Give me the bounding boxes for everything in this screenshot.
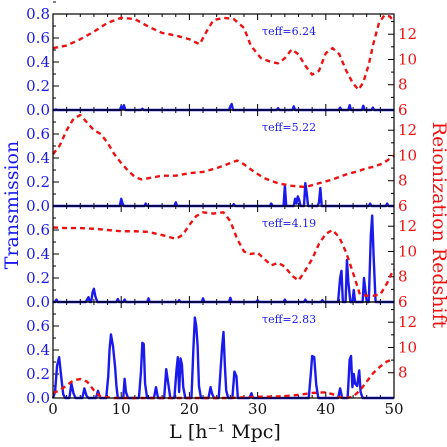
left-tick-label: 0.4 [26,149,50,167]
transmission-line-panel-2 [53,181,394,208]
right-tick-label: 8 [398,172,408,190]
x-axis-label: L [h⁻¹ Mpc] [169,421,281,443]
left-tick-label: 0.4 [26,53,50,71]
x-tick-label: 10 [112,400,131,418]
left-tick-label: 0.4 [26,341,50,359]
right-tick-label: 12 [398,313,417,331]
left-axis-label: Transmission [1,141,23,269]
tau-eff-label: τeff=4.19 [262,217,316,230]
panel-frame [52,301,395,399]
left-tick-label: 0.2 [26,269,50,287]
right-tick-label: 6 [398,197,408,215]
left-tick-label: 0.0 [26,101,50,119]
x-tick-label: 0 [48,400,58,418]
right-tick-label: 10 [398,146,417,164]
right-axis-label: Reionization Redshift [428,122,447,329]
left-tick-label: 0.6 [26,29,50,47]
reionization-redshift-line-panel-1 [52,14,395,91]
panel-frame [52,109,395,207]
left-tick-label: 0.6 [26,317,50,335]
panel-2: 0.0 0.2 0.4 0.6 6 8 10 12 τeff=5.22 [26,109,417,215]
left-tick-label: 0.0 [26,389,50,407]
left-tick-label: 0.0 [26,293,50,311]
right-tick-label: 6 [398,293,408,311]
right-tick-label: 10 [398,338,417,356]
x-tick-label: 40 [316,400,335,418]
reionization-redshift-line-panel-3 [52,211,396,297]
right-tick-label: 10 [398,242,417,260]
tau-eff-label: τeff=5.22 [262,121,316,134]
x-tick-label: 50 [384,400,403,418]
left-tick-label: 0.6 [26,125,50,143]
left-tick-label: 0.2 [26,77,50,95]
right-tick-label: 10 [398,50,417,68]
left-tick-label: 0.6 [26,221,50,239]
transmission-line-panel-4 [51,316,394,400]
left-tick-label: 0.8 [26,5,50,23]
right-tick-label: 12 [398,121,417,139]
left-tick-label: 0.2 [26,173,50,191]
panels-group: 0.00.20.40.60.8681012τeff=6.240.00.20.40… [26,1,417,418]
transmission-line-panel-1 [53,102,394,112]
left-tick-label: 0.0 [26,197,50,215]
panel-1: 0.0 0.2 0.4 0.6 0.8 6 8 10 12 τeff=6.24 [26,1,417,119]
left-tick-label: 0.4 [26,245,50,263]
left-tick-label: 0.2 [26,365,50,383]
tau-eff-label: τeff=6.24 [262,25,316,38]
right-tick-label: 8 [398,268,408,286]
right-tick-label: 8 [398,76,408,94]
x-tick-label: 20 [180,400,199,418]
reionization-redshift-line-panel-4 [52,357,395,400]
right-tick-label: 6 [398,101,408,119]
right-tick-label: 12 [398,217,417,235]
panel-4: 0.0 0.2 0.4 0.6 8 10 12 τeff=2.83 [26,301,417,407]
tau-eff-label: τeff=2.83 [262,313,316,326]
panel-3: 0.0 0.2 0.4 0.6 6 8 10 12 τeff=4.19 [26,205,417,311]
x-tick-label: 30 [248,400,267,418]
transmission-line-panel-3 [53,214,394,304]
reionization-redshift-line-panel-2 [52,113,395,189]
right-tick-label: 12 [398,25,417,43]
right-tick-label: 8 [398,364,408,382]
